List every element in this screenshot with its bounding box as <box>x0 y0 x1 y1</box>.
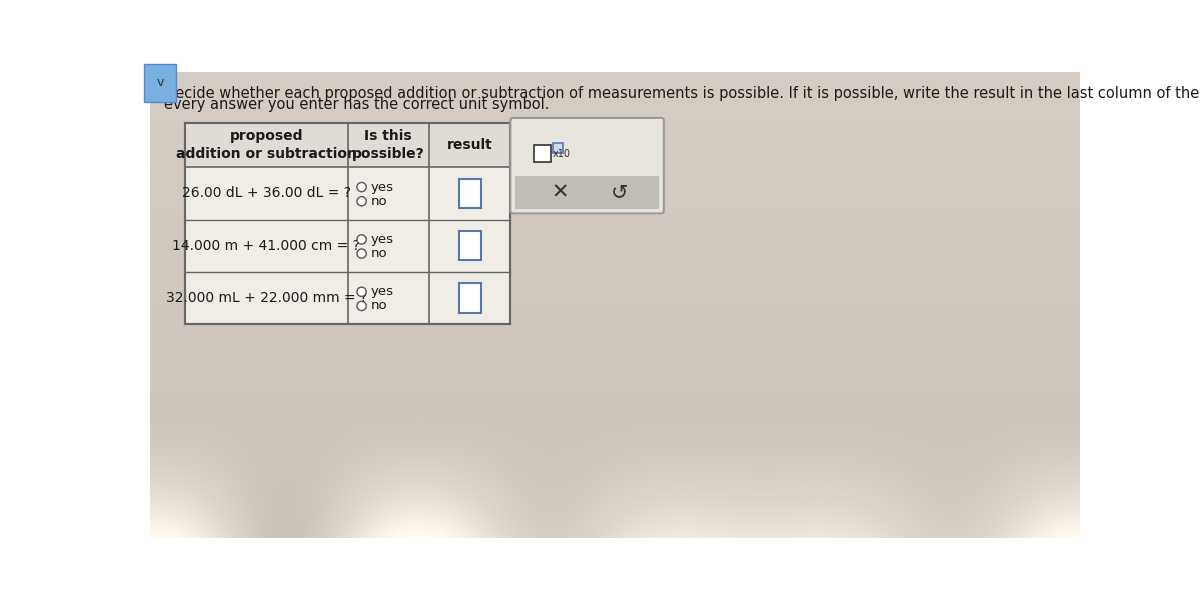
Text: result: result <box>446 138 492 152</box>
Text: x10: x10 <box>553 149 571 159</box>
Text: ✕: ✕ <box>552 182 569 202</box>
Circle shape <box>356 235 366 244</box>
Circle shape <box>356 301 366 310</box>
Text: yes: yes <box>371 285 394 298</box>
Circle shape <box>356 249 366 258</box>
Text: 14.000 m + 41.000 cm = ?: 14.000 m + 41.000 cm = ? <box>173 239 360 252</box>
Text: no: no <box>371 247 388 260</box>
Text: ↺: ↺ <box>611 182 629 202</box>
Bar <box>458 231 480 260</box>
Bar <box>185 123 510 324</box>
FancyBboxPatch shape <box>510 118 664 213</box>
Text: every answer you enter has the correct unit symbol.: every answer you enter has the correct u… <box>164 97 550 112</box>
Bar <box>553 143 563 153</box>
Bar <box>458 179 480 208</box>
Text: proposed
addition or subtraction: proposed addition or subtraction <box>176 129 356 161</box>
Circle shape <box>356 287 366 297</box>
Text: yes: yes <box>371 233 394 246</box>
Bar <box>458 283 480 313</box>
Bar <box>534 145 552 162</box>
Bar <box>515 176 659 209</box>
Text: v: v <box>156 76 163 89</box>
Text: Decide whether each proposed addition or subtraction of measurements is possible: Decide whether each proposed addition or… <box>164 86 1200 101</box>
Circle shape <box>356 182 366 191</box>
Text: no: no <box>371 194 388 208</box>
Text: yes: yes <box>371 181 394 194</box>
Text: 32.000 mL + 22.000 mm = ?: 32.000 mL + 22.000 mm = ? <box>166 291 367 305</box>
Text: 26.00 dL + 36.00 dL = ?: 26.00 dL + 36.00 dL = ? <box>181 187 350 201</box>
Text: Is this
possible?: Is this possible? <box>352 129 425 161</box>
Circle shape <box>356 197 366 206</box>
Text: no: no <box>371 300 388 312</box>
Bar <box>185 123 510 167</box>
